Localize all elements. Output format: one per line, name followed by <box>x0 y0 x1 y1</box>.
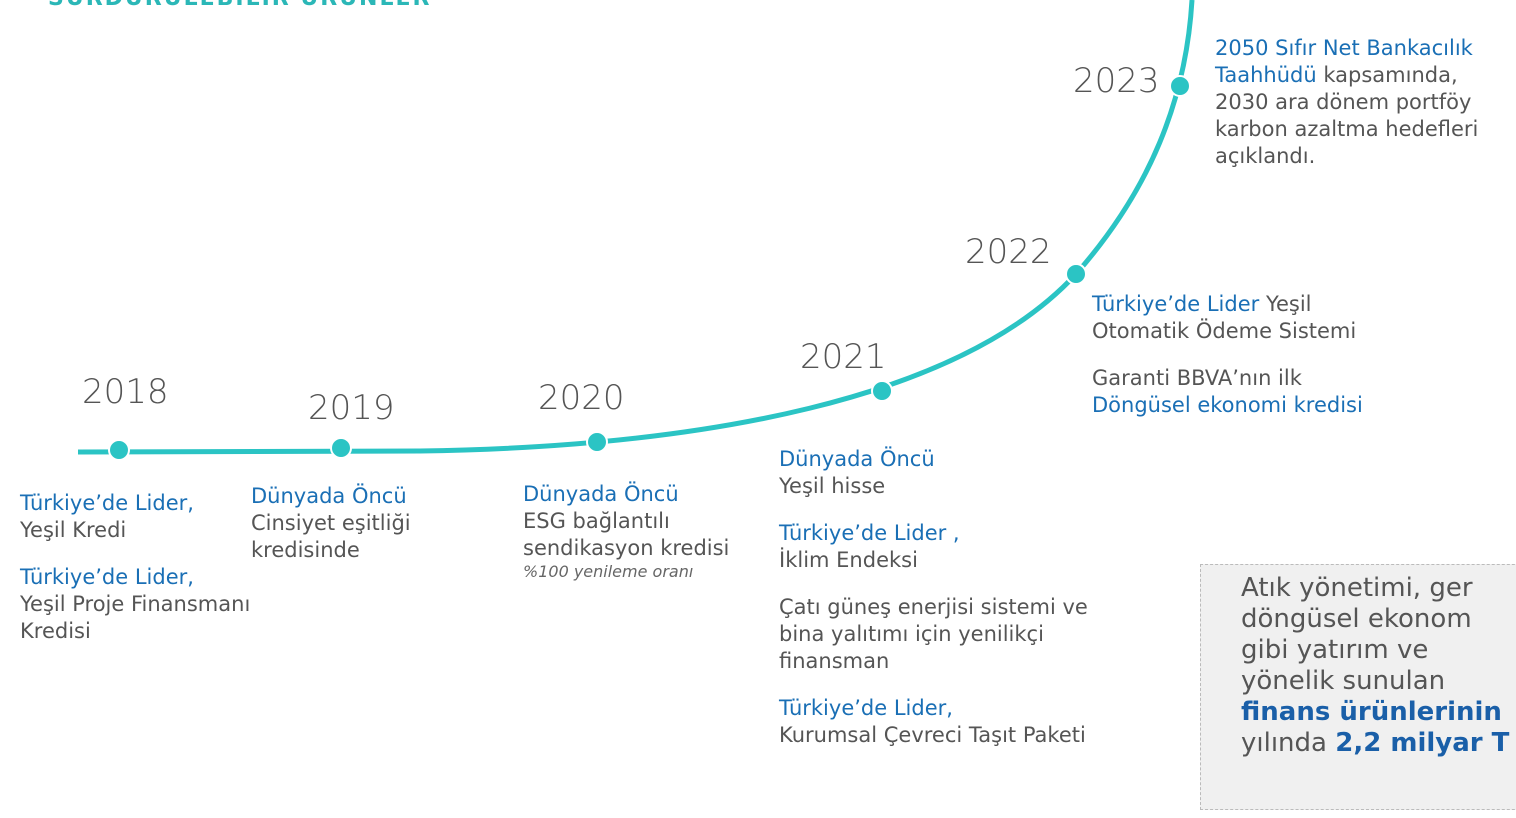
description: Kurumsal Çevreci Taşıt Paketi <box>779 723 1086 747</box>
box-bold: 2,2 milyar T <box>1335 728 1510 758</box>
item: Türkiye’de Lider Yeşil Otomatik Ödeme Si… <box>1092 291 1392 345</box>
info-box: Atık yönetimi, ger döngüsel ekonom gibi ya… <box>1200 564 1516 810</box>
highlight: Türkiye’de Lider , <box>779 521 960 545</box>
highlight: Döngüsel ekonomi kredisi <box>1092 393 1363 417</box>
box-line: yılında 2,2 milyar T <box>1241 728 1516 759</box>
year-label: 2020 <box>538 378 625 418</box>
box-text: Atık yönetimi, ger <box>1241 573 1473 603</box>
box-bold: finans ürünlerinin <box>1241 697 1502 727</box>
highlight: Türkiye’de Lider, <box>20 491 194 515</box>
year-label: 2022 <box>965 232 1052 272</box>
description: Yeşil hisse <box>779 474 886 498</box>
curve <box>77 0 1195 455</box>
box-text: döngüsel ekonom <box>1241 604 1472 634</box>
item: Türkiye’de Lider, Yeşil Proje Finansmanı … <box>20 564 260 645</box>
description: Yeşil Proje Finansmanı Kredisi <box>20 592 251 643</box>
highlight: 2050 Sıfır Net Bankacılık Taahhüdü <box>1215 36 1473 87</box>
highlight: Dünyada Öncü <box>779 447 935 471</box>
milestone-text: Türkiye’de Lider, Yeşil Kredi Türkiye’de L… <box>20 490 260 665</box>
milestone-text: Dünyada Öncü Yeşil hisse Türkiye’de Lider … <box>779 446 1109 769</box>
description: Yeşil Kredi <box>20 518 127 542</box>
item: Garanti BBVA’nın ilk Döngüsel ekonomi kr… <box>1092 365 1392 419</box>
box-line: gibi yatırım ve <box>1241 635 1516 666</box>
item: 2050 Sıfır Net Bankacılık Taahhüdü kapsa… <box>1215 35 1515 170</box>
highlight: Türkiye’de Lider, <box>20 565 194 589</box>
description: Garanti BBVA’nın ilk <box>1092 366 1302 390</box>
box-line: döngüsel ekonom <box>1241 604 1516 635</box>
year-label: 2023 <box>1073 61 1160 101</box>
milestone-dot <box>1065 263 1087 285</box>
item: Türkiye’de Lider, Yeşil Kredi <box>20 490 260 544</box>
milestone-dot <box>586 431 608 453</box>
description: İklim Endeksi <box>779 548 918 572</box>
highlight: Türkiye’de Lider <box>1092 292 1260 316</box>
box-line: finans ürünlerinin <box>1241 697 1516 728</box>
milestone-text: 2050 Sıfır Net Bankacılık Taahhüdü kapsa… <box>1215 35 1515 190</box>
description: Çatı güneş enerjisi sistemi ve bina yalı… <box>779 595 1088 673</box>
box-line: yönelik sunulan <box>1241 666 1516 697</box>
milestone-text: Dünyada Öncü ESG bağlantılı sendikasyon k… <box>523 481 763 602</box>
item: Dünyada Öncü ESG bağlantılı sendikasyon k… <box>523 481 763 582</box>
description: Yeşil Otomatik Ödeme Sistemi <box>1092 292 1357 343</box>
year-label: 2018 <box>82 372 169 412</box>
milestone-text: Dünyada Öncü Cinsiyet eşitliği kredisinde <box>251 483 451 584</box>
box-text: gibi yatırım ve <box>1241 635 1429 665</box>
box-text: yılında <box>1241 728 1327 758</box>
box-line: Atık yönetimi, ger <box>1241 573 1516 604</box>
item: Dünyada Öncü Yeşil hisse <box>779 446 1109 500</box>
milestone-text: Türkiye’de Lider Yeşil Otomatik Ödeme Si… <box>1092 291 1392 439</box>
highlight: Dünyada Öncü <box>251 484 407 508</box>
box-text: yönelik sunulan <box>1241 666 1446 696</box>
highlight: Türkiye’de Lider, <box>779 696 953 720</box>
item: Türkiye’de Lider , İklim Endeksi <box>779 520 1109 574</box>
milestone-dot <box>330 437 352 459</box>
title: SÜRDÜRÜLEBİLİR ÜRÜNLER <box>48 0 431 11</box>
milestone-dot <box>871 380 893 402</box>
item: Dünyada Öncü Cinsiyet eşitliği kredisinde <box>251 483 451 564</box>
year-label: 2019 <box>308 388 395 428</box>
milestone-dot <box>1169 75 1191 97</box>
item: Çatı güneş enerjisi sistemi ve bina yalı… <box>779 594 1109 675</box>
item: Türkiye’de Lider, Kurumsal Çevreci Taşıt … <box>779 695 1109 749</box>
milestone-dot <box>108 439 130 461</box>
description: kapsamında, 2030 ara dönem portföy karbo… <box>1215 63 1479 168</box>
description: Cinsiyet eşitliği kredisinde <box>251 511 411 562</box>
highlight: Dünyada Öncü <box>523 482 679 506</box>
year-label: 2021 <box>800 337 887 377</box>
description: ESG bağlantılı sendikasyon kredisi <box>523 509 730 560</box>
note: %100 yenileme oranı <box>523 562 694 581</box>
